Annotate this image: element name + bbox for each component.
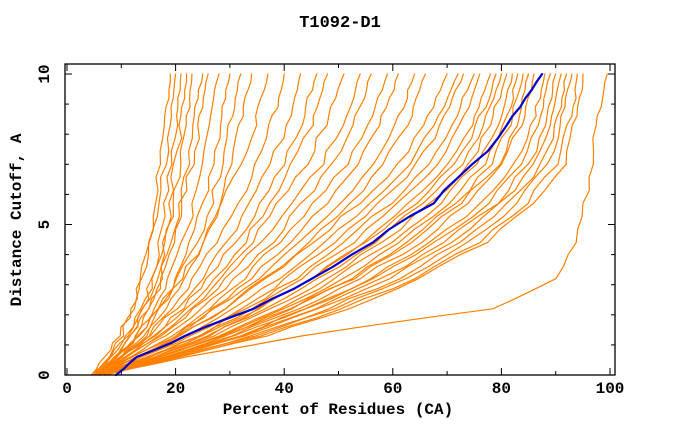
model-curve-12 bbox=[93, 73, 269, 376]
model-curve-30 bbox=[99, 73, 497, 376]
model-curve-31 bbox=[104, 73, 502, 376]
model-curve-33 bbox=[104, 73, 513, 376]
model-curve-22 bbox=[93, 73, 416, 376]
x-tick-label: 60 bbox=[383, 380, 402, 398]
reference-curve bbox=[114, 72, 544, 377]
chart-title: T1092-D1 bbox=[299, 14, 381, 33]
model-curve-16 bbox=[93, 73, 329, 376]
model-curve-2 bbox=[90, 73, 177, 376]
model-curve-10 bbox=[93, 73, 242, 376]
model-curve-5 bbox=[93, 73, 193, 376]
model-curve-37 bbox=[104, 73, 535, 376]
x-axis-label: Percent of Residues (CA) bbox=[223, 401, 453, 419]
model-curve-43 bbox=[99, 73, 573, 376]
model-curve-45 bbox=[99, 73, 584, 376]
model-curve-7 bbox=[90, 73, 209, 376]
model-curve-36 bbox=[99, 73, 530, 376]
y-tick-label: 0 bbox=[36, 370, 54, 380]
model-curve-18 bbox=[93, 73, 361, 376]
model-curve-26 bbox=[99, 73, 464, 376]
x-tick-label: 80 bbox=[492, 380, 511, 398]
y-axis-label: Distance Cutoff, A bbox=[8, 133, 26, 306]
model-curve-14 bbox=[93, 73, 302, 376]
model-curve-4 bbox=[99, 73, 188, 376]
model-curve-39 bbox=[99, 73, 551, 376]
model-curve-21 bbox=[99, 73, 399, 376]
curves-layer bbox=[90, 72, 608, 377]
x-tick-label: 40 bbox=[275, 380, 294, 398]
axes-layer: 0 20 40 60 80 100 0 5 10 bbox=[36, 63, 625, 398]
model-curve-32 bbox=[99, 73, 508, 376]
x-tick-label: 20 bbox=[166, 380, 185, 398]
model-curve-13 bbox=[99, 73, 285, 376]
model-curve-20 bbox=[93, 73, 388, 376]
model-curve-40 bbox=[104, 73, 557, 376]
model-curve-41 bbox=[99, 73, 562, 376]
plot-border bbox=[64, 63, 616, 376]
x-tick-label: 100 bbox=[596, 380, 625, 398]
y-tick-label: 5 bbox=[36, 220, 54, 230]
model-curve-19 bbox=[96, 73, 372, 376]
model-curve-28 bbox=[99, 73, 481, 376]
y-tick-label: 10 bbox=[36, 64, 54, 83]
model-curve-46 bbox=[99, 73, 608, 376]
model-curve-6 bbox=[96, 73, 204, 376]
x-tick-label: 0 bbox=[62, 380, 72, 398]
model-curve-9 bbox=[99, 73, 231, 376]
model-curve-24 bbox=[99, 73, 448, 376]
